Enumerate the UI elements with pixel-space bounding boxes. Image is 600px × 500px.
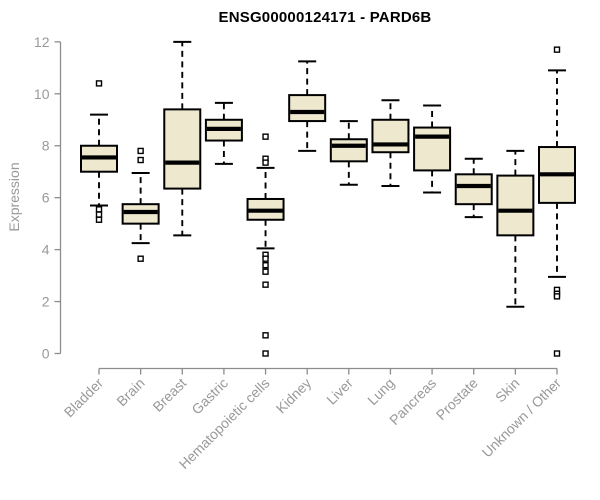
box-lung bbox=[371, 99, 410, 187]
box-gastric bbox=[204, 101, 243, 165]
outlier-point bbox=[95, 206, 103, 213]
y-axis-label: Expression bbox=[6, 162, 22, 232]
outlier-point bbox=[262, 281, 269, 288]
x-category-label: Kidney bbox=[273, 375, 315, 417]
x-category-label: Unknown / Other bbox=[479, 375, 565, 461]
outlier-point bbox=[95, 211, 103, 218]
iqr-box bbox=[163, 108, 202, 190]
chart-title: ENSG00000124171 - PARD6B bbox=[218, 9, 432, 26]
outlier-point bbox=[553, 350, 561, 357]
box-pancreas bbox=[413, 104, 452, 194]
outlier-point bbox=[262, 159, 269, 166]
y-tick-label: 10 bbox=[34, 86, 50, 102]
box-unknown-other bbox=[537, 46, 576, 357]
outlier-point bbox=[262, 350, 269, 357]
y-tick-label: 2 bbox=[42, 294, 50, 310]
box-breast bbox=[163, 40, 202, 237]
y-tick-label: 12 bbox=[34, 34, 50, 50]
iqr-box bbox=[288, 94, 327, 123]
outlier-point bbox=[553, 293, 561, 300]
x-category-label: Breast bbox=[149, 375, 189, 415]
box-kidney bbox=[288, 60, 327, 152]
iqr-box bbox=[329, 138, 368, 163]
x-category-label: Liver bbox=[323, 375, 356, 408]
box-prostate bbox=[454, 157, 493, 219]
x-category-label: Lung bbox=[364, 375, 397, 408]
iqr-box bbox=[413, 126, 452, 172]
iqr-box bbox=[371, 118, 410, 154]
y-axis: 0 2 4 6 8 10 12 bbox=[34, 34, 62, 362]
outlier-point bbox=[262, 262, 269, 269]
outlier-point bbox=[95, 216, 103, 223]
outlier-point bbox=[553, 46, 561, 53]
outlier-point bbox=[262, 332, 269, 339]
outlier-point bbox=[262, 268, 269, 275]
outlier-point bbox=[137, 255, 144, 262]
x-category-label: Brain bbox=[113, 375, 147, 409]
outlier-point bbox=[262, 255, 269, 262]
x-category-label: Prostate bbox=[433, 375, 481, 423]
iqr-box bbox=[454, 173, 493, 206]
box-brain bbox=[121, 147, 160, 262]
box-hematopoietic-cells bbox=[246, 133, 285, 357]
outlier-point bbox=[137, 147, 144, 155]
y-tick-label: 8 bbox=[42, 138, 50, 154]
iqr-box bbox=[496, 174, 535, 237]
y-tick-label: 0 bbox=[42, 346, 50, 362]
x-category-label: Bladder bbox=[61, 375, 107, 421]
outlier-point bbox=[137, 156, 144, 164]
box-skin bbox=[496, 149, 535, 308]
x-category-label: Skin bbox=[492, 375, 523, 406]
y-tick-label: 4 bbox=[42, 242, 50, 258]
y-tick-label: 6 bbox=[42, 190, 50, 206]
outlier-point bbox=[95, 80, 103, 87]
box-liver bbox=[329, 120, 368, 186]
box-bladder bbox=[80, 80, 118, 223]
outlier-point bbox=[262, 133, 269, 140]
